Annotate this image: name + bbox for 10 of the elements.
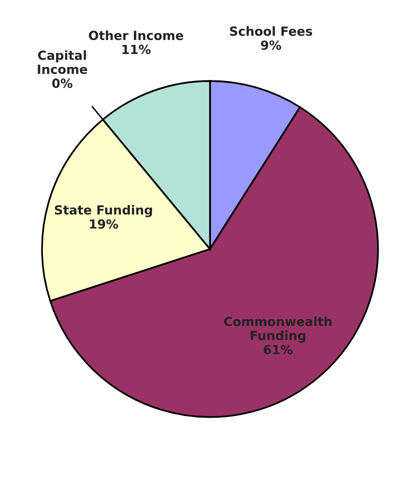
slice-label: State Funding bbox=[54, 204, 152, 218]
text: 0% bbox=[52, 78, 72, 88]
data-label: 9% bbox=[260, 40, 282, 50]
category-label: Capital Income bbox=[38, 50, 88, 74]
data-label: 11% bbox=[122, 44, 151, 54]
data-label: 19% bbox=[90, 219, 118, 229]
data-label: 61% bbox=[264, 344, 293, 354]
slice-label: Commonwealth Funding bbox=[224, 316, 332, 343]
slice-label: School Fees bbox=[230, 26, 312, 36]
slice-label: Other Income bbox=[88, 30, 184, 40]
